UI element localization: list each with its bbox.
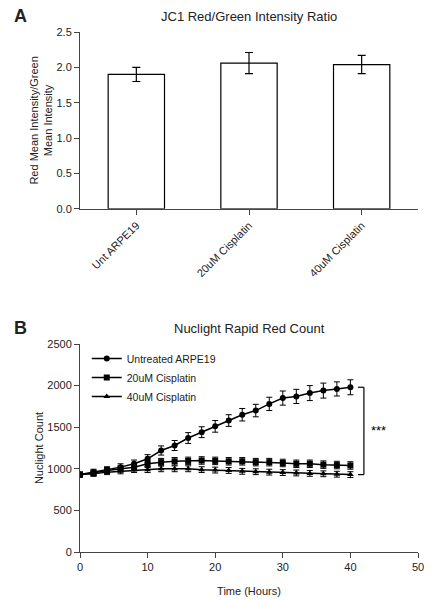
svg-text:Red Mean Intensity/GreenMean I: Red Mean Intensity/GreenMean Intensity — [28, 56, 54, 184]
svg-text:Time (Hours): Time (Hours) — [217, 585, 281, 597]
svg-text:Nuclight Rapid Red Count: Nuclight Rapid Red Count — [174, 321, 325, 336]
svg-text:40: 40 — [344, 561, 356, 573]
svg-text:2.0: 2.0 — [57, 61, 72, 73]
svg-text:10: 10 — [141, 561, 153, 573]
svg-text:Unt ARPE19: Unt ARPE19 — [89, 219, 141, 271]
svg-text:2000: 2000 — [47, 379, 71, 391]
svg-text:20uM Cisplatin: 20uM Cisplatin — [194, 219, 254, 279]
svg-text:0.0: 0.0 — [57, 203, 72, 215]
svg-text:1500: 1500 — [47, 421, 71, 433]
svg-text:50: 50 — [412, 561, 424, 573]
svg-text:1000: 1000 — [47, 463, 71, 475]
svg-text:2.5: 2.5 — [57, 26, 72, 38]
svg-text:40uM Cisplatin: 40uM Cisplatin — [307, 219, 367, 279]
svg-text:B: B — [14, 318, 27, 338]
svg-text:***: *** — [371, 423, 386, 438]
svg-text:2500: 2500 — [47, 338, 71, 350]
svg-text:JC1 Red/Green Intensity Ratio: JC1 Red/Green Intensity Ratio — [161, 9, 337, 24]
svg-text:1.0: 1.0 — [57, 132, 72, 144]
svg-text:A: A — [14, 6, 27, 26]
svg-text:40uM Cisplatin: 40uM Cisplatin — [127, 391, 197, 403]
svg-text:500: 500 — [53, 504, 71, 516]
svg-text:20: 20 — [209, 561, 221, 573]
svg-text:1.5: 1.5 — [57, 97, 72, 109]
svg-text:30: 30 — [277, 561, 289, 573]
svg-text:0: 0 — [77, 561, 83, 573]
svg-text:Untreated ARPE19: Untreated ARPE19 — [127, 353, 216, 365]
svg-text:0.5: 0.5 — [57, 167, 72, 179]
svg-text:0: 0 — [66, 546, 72, 558]
svg-text:20uM Cisplatin: 20uM Cisplatin — [127, 372, 197, 384]
svg-text:Nuclight Count: Nuclight Count — [33, 412, 45, 484]
